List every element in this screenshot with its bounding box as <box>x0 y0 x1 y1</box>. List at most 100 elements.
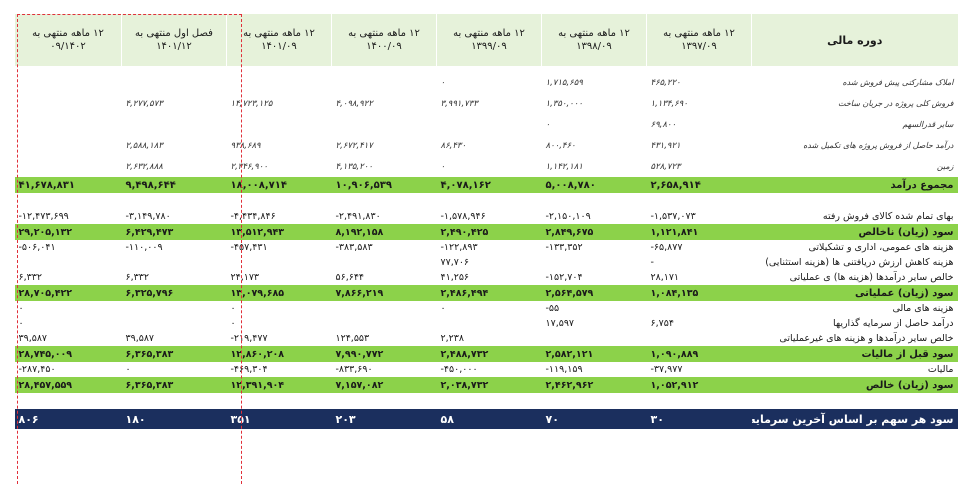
value-cell: ۱۸,۰۰۸,۷۱۴ <box>226 177 332 193</box>
value-cell: ۰ <box>440 303 446 314</box>
row-label: سود قبل از مالیات <box>751 346 958 362</box>
row-label: سود (زیان) ناخالص <box>751 224 958 240</box>
value-cell: -۴۵۰,۰۰۰ <box>440 364 478 375</box>
value-cell <box>15 255 122 270</box>
line-item-row: خالص سایر درآمدها (هزینه ها) ی عملیاتی ۲۸… <box>15 270 958 285</box>
revenue-item-row: فروش کلی پروژه در جریان ساخت ۱,۱۳۴,۶۹۰ ۱,۳… <box>15 93 958 114</box>
value-cell: -۱۵۲,۷۰۴ <box>545 272 583 283</box>
value-cell: -۱,۵۷۸,۹۴۶ <box>440 211 486 222</box>
row-label: مالیات <box>927 364 954 375</box>
value-cell: ۶,۳۶۵,۳۸۳ <box>121 377 227 393</box>
value-cell: ۱۴,۷۲۳,۱۲۵ <box>230 98 273 109</box>
value-cell: -۳۷,۹۷۷ <box>650 364 683 375</box>
value-cell: ۷۷,۷۰۶ <box>440 257 470 268</box>
value-cell: ۶۹,۸۰۰ <box>650 119 677 130</box>
row-label: سود (زیان) عملیاتی <box>751 285 958 301</box>
value-cell: -۲,۱۵۰,۱۰۹ <box>545 211 591 222</box>
value-cell: ۲,۵۶۴,۵۷۹ <box>541 285 647 301</box>
value-cell: -۱۳۳,۳۵۲ <box>545 242 583 253</box>
value-cell: ۲,۴۹۰,۴۲۵ <box>436 224 542 240</box>
value-cell: ۱۰,۹۰۶,۵۳۹ <box>331 177 437 193</box>
value-cell: ۱,۰۸۴,۱۳۵ <box>646 285 752 301</box>
revenue-item-row: زمین ۵۲۸,۷۲۳ ۱,۱۴۲,۱۸۱ ۰ ۴,۱۳۵,۲۰۰ ۲,۳۴۶,۹۰۰ ۲… <box>15 156 958 177</box>
value-cell <box>122 114 227 135</box>
header-row: دوره مالی ۱۲ ماهه منتهی به ۱۳۹۷/۰۹ ۱۲ ماه… <box>14 14 958 66</box>
value-cell: ۴,۰۹۸,۹۲۲ <box>335 98 373 109</box>
value-cell: ۶,۳۲۵,۷۹۶ <box>121 285 227 301</box>
line-item-row: خالص سایر درآمدها و هزینه های غیرعملیاتی… <box>15 331 958 346</box>
row-label: هزینه های مالی <box>892 303 954 314</box>
value-cell: ۹۳۸,۶۸۹ <box>230 140 261 151</box>
value-cell: ۶,۴۲۹,۴۷۳ <box>121 224 227 240</box>
value-cell: ۱۳,۵۱۲,۹۴۳ <box>226 224 332 240</box>
value-cell: -۶۵,۸۷۷ <box>650 242 683 253</box>
value-cell: ۲,۴۸۸,۷۳۲ <box>436 346 542 362</box>
value-cell: ۲,۴۸۶,۴۹۴ <box>436 285 542 301</box>
value-cell: ۸۰۰,۴۶۰ <box>545 140 576 151</box>
value-cell <box>122 255 227 270</box>
row-label: خالص سایر درآمدها (هزینه ها) ی عملیاتی <box>789 272 954 283</box>
line-item-row: هزینه کاهش ارزش دریافتنی ها (هزینه استثن… <box>15 255 958 270</box>
value-cell: ۶,۳۶۵,۳۸۳ <box>121 346 227 362</box>
value-cell: ۱,۱۴۲,۱۸۱ <box>545 161 583 172</box>
value-cell: -۴,۴۳۴,۸۴۶ <box>230 211 276 222</box>
value-cell <box>227 114 332 135</box>
value-cell: ۵۲۸,۷۲۳ <box>650 161 681 172</box>
value-cell: ۹,۴۹۸,۶۴۴ <box>121 177 227 193</box>
value-cell: ۱,۷۱۵,۶۵۹ <box>545 77 583 88</box>
value-cell: ۷۰ <box>541 409 647 429</box>
value-cell: -۳,۱۴۹,۷۸۰ <box>125 211 171 222</box>
line-item-row: هزینه های مالی -۵۵ ۰ ۰ ۰ <box>15 301 958 316</box>
value-cell: ۰ <box>545 119 551 130</box>
value-cell: ۴,۲۷۷,۵۷۳ <box>125 98 163 109</box>
value-cell: ۳,۹۹۱,۷۳۳ <box>440 98 478 109</box>
value-cell: ۲,۶۳۲,۸۸۸ <box>125 161 163 172</box>
value-cell: -۲,۴۹۱,۸۳۰ <box>335 211 381 222</box>
period-column-header: ۱۲ ماهه منتهی به ۰۹/۱۴۰۲ <box>14 14 122 66</box>
value-cell: ۴۱,۶۷۸,۸۳۱ <box>14 177 122 193</box>
value-cell: - <box>650 257 655 268</box>
value-cell: ۱۲۴,۵۵۳ <box>335 333 370 344</box>
subtotal-row: سود (زیان) خالص ۱,۰۵۲,۹۱۲ ۲,۴۶۲,۹۶۲ ۲,۰۳۸,۷… <box>14 377 958 393</box>
row-label: املاک مشارکتی پیش فروش شده <box>842 78 954 87</box>
statement-body: املاک مشارکتی پیش فروش شده ۴۶۵,۲۲۰ ۱,۷۱۵,۶… <box>14 66 958 429</box>
value-cell: -۱۲,۴۷۳,۶۹۹ <box>18 211 69 222</box>
value-cell: ۶,۳۳۲ <box>18 272 42 283</box>
row-label: سایر قدرالسهم <box>902 120 954 129</box>
period-column-header: ۱۲ ماهه منتهی به ۱۳۹۸/۰۹ <box>541 14 647 66</box>
period-column-header: ۱۲ ماهه منتهی به ۱۴۰۰/۰۹ <box>331 14 437 66</box>
value-cell: -۵۰۶,۰۴۱ <box>18 242 56 253</box>
value-cell <box>15 93 122 114</box>
value-cell: ۵,۰۰۸,۷۸۰ <box>541 177 647 193</box>
value-cell <box>122 301 227 316</box>
value-cell <box>15 135 122 156</box>
row-label: هزینه های عمومی، اداری و تشکیلاتی <box>808 242 954 253</box>
row-label: بهای تمام شده کالای فروش رفته <box>822 211 954 222</box>
subtotal-row: سود (زیان) عملیاتی ۱,۰۸۴,۱۳۵ ۲,۵۶۴,۵۷۹ ۲,۴۸… <box>14 285 958 301</box>
value-cell: ۲,۵۸۲,۱۲۱ <box>541 346 647 362</box>
value-cell <box>647 331 752 346</box>
value-cell: ۸۶,۴۳۰ <box>440 140 467 151</box>
value-cell: ۶,۷۵۴ <box>650 318 674 329</box>
row-label: درآمد حاصل از سرمایه گذاریها <box>833 318 954 329</box>
value-cell: ۲,۵۸۸,۱۸۳ <box>125 140 163 151</box>
value-cell: ۳۹,۵۸۷ <box>125 333 155 344</box>
line-item-row: مالیات -۳۷,۹۷۷ -۱۱۹,۱۵۹ -۴۵۰,۰۰۰ -۸۳۳,۶۹۰ -۴۶… <box>15 362 958 377</box>
value-cell: ۱,۰۵۲,۹۱۲ <box>646 377 752 393</box>
value-cell: ۸,۱۹۲,۱۵۸ <box>331 224 437 240</box>
value-cell: ۲۹,۲۰۵,۱۳۲ <box>14 224 122 240</box>
line-item-row: هزینه های عمومی، اداری و تشکیلاتی -۶۵,۸۷۷… <box>15 240 958 255</box>
value-cell: ۶,۳۳۲ <box>125 272 149 283</box>
value-cell: ۲,۳۴۶,۹۰۰ <box>230 161 268 172</box>
value-cell: ۱۳,۰۷۹,۶۸۵ <box>226 285 332 301</box>
line-item-row: درآمد حاصل از سرمایه گذاریها ۶,۷۵۴ ۱۷,۵۹۷ ۰… <box>15 316 958 331</box>
value-cell <box>542 331 647 346</box>
revenue-item-row: املاک مشارکتی پیش فروش شده ۴۶۵,۲۲۰ ۱,۷۱۵,۶… <box>15 72 958 93</box>
value-cell <box>437 316 542 331</box>
income-statement-table: دوره مالی ۱۲ ماهه منتهی به ۱۳۹۷/۰۹ ۱۲ ماه… <box>14 14 958 429</box>
value-cell: ۰ <box>125 364 131 375</box>
value-cell: -۱,۵۳۷,۰۷۳ <box>650 211 696 222</box>
value-cell <box>15 156 122 177</box>
value-cell: ۵۸ <box>436 409 542 429</box>
row-label: خالص سایر درآمدها و هزینه های غیرعملیاتی <box>779 333 954 344</box>
